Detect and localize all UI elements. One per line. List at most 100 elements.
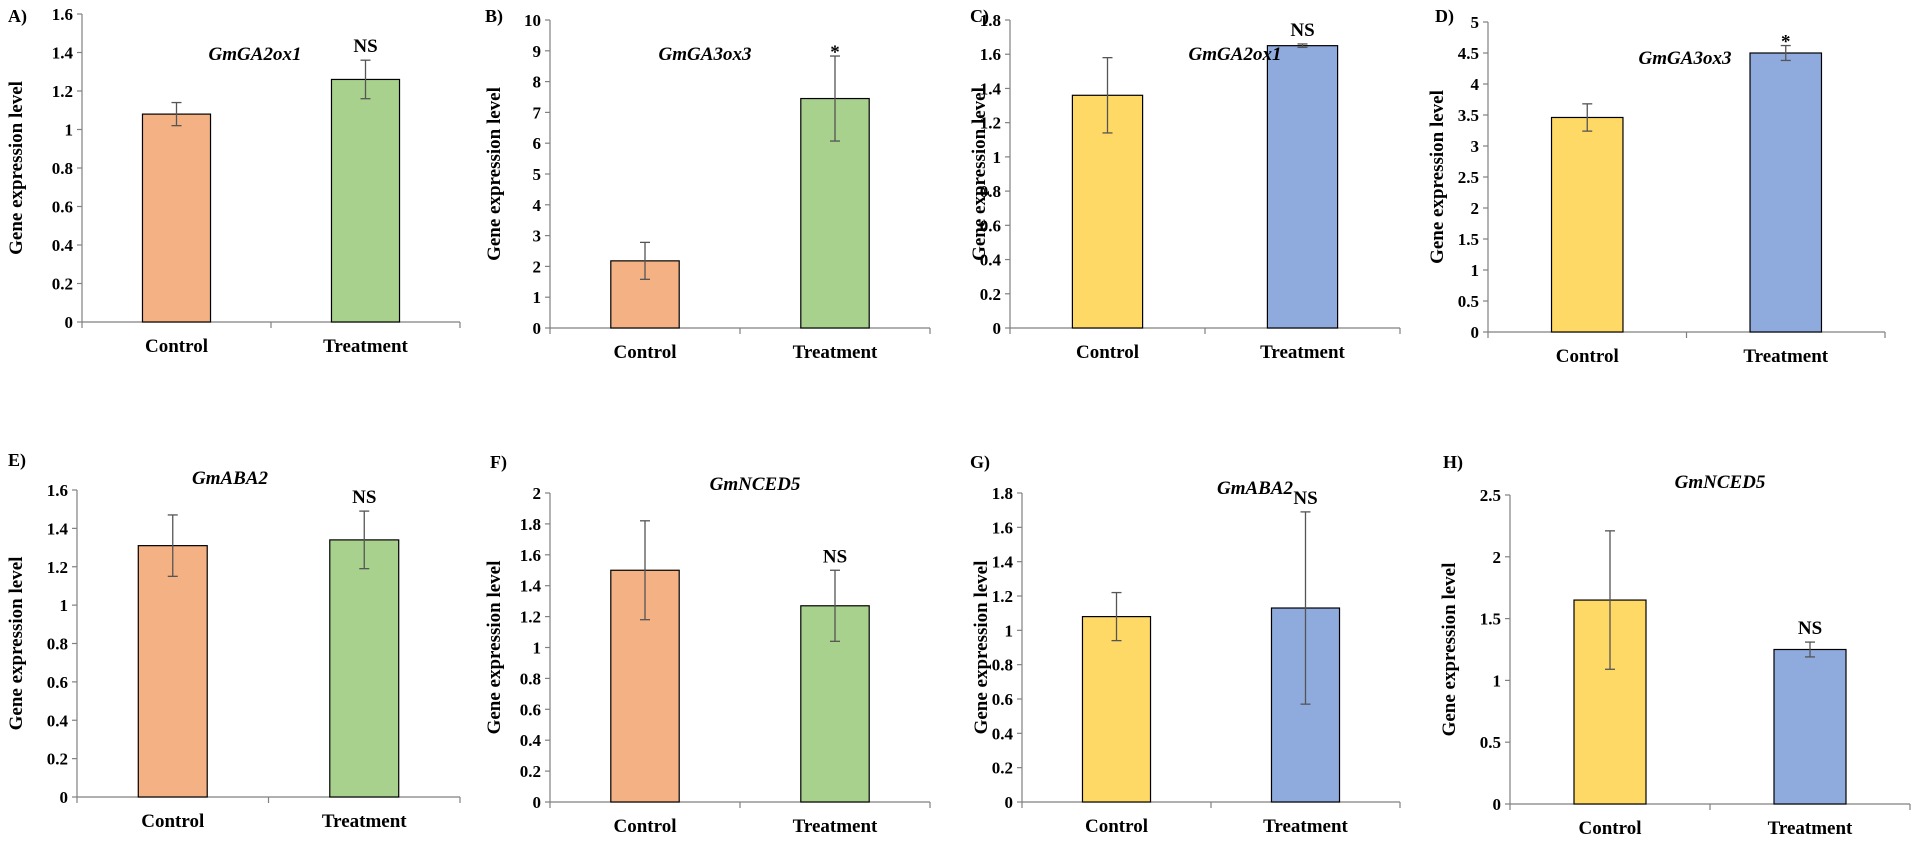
y-tick-label: 0: [60, 788, 69, 807]
panel-letter: H): [1443, 452, 1463, 473]
y-tick-label: 0.2: [980, 285, 1001, 304]
y-tick-label: 0: [1493, 795, 1502, 814]
y-tick-label: 0.6: [992, 690, 1013, 709]
y-tick-label: 2.5: [1458, 168, 1479, 187]
x-category-label: Control: [145, 336, 208, 357]
y-tick-label: 1: [65, 121, 74, 140]
y-tick-label: 0.5: [1480, 733, 1501, 752]
y-tick-label: 0.4: [992, 724, 1014, 743]
panel-letter: C): [970, 6, 989, 27]
y-tick-label: 0: [1005, 793, 1014, 812]
chart-title: GmABA2: [1217, 478, 1294, 499]
y-tick-label: 1.4: [992, 553, 1014, 572]
x-category-label: Treatment: [322, 811, 407, 832]
y-tick-label: 1.2: [520, 608, 541, 627]
y-tick-label: 6: [533, 134, 542, 153]
y-tick-label: 0.8: [992, 656, 1013, 675]
bar-treatment[interactable]: [329, 539, 400, 798]
y-tick-label: 1.8: [980, 11, 1001, 30]
y-tick-label: 0.2: [52, 275, 73, 294]
bar-control[interactable]: [1550, 116, 1624, 333]
y-tick-label: 9: [533, 42, 542, 61]
y-tick-label: 0.6: [520, 700, 541, 719]
y-tick-label: 1.6: [520, 546, 541, 565]
y-tick-label: 1.2: [47, 558, 68, 577]
x-category-label: Treatment: [1263, 816, 1348, 837]
y-tick-label: 1: [533, 639, 542, 658]
y-tick-label: 0.8: [47, 635, 68, 654]
significance-mark: NS: [352, 487, 376, 508]
panel-letter: D): [1435, 6, 1454, 27]
significance-mark: *: [830, 42, 840, 63]
y-axis-title: Gene expression level: [971, 561, 992, 735]
chart-title: GmGA2ox1: [1189, 44, 1282, 65]
y-axis-title: Gene expression level: [484, 87, 505, 261]
chart-title: GmABA2: [192, 468, 269, 489]
y-tick-label: 1: [993, 148, 1002, 167]
bar-control[interactable]: [137, 545, 208, 798]
chart-title: GmNCED5: [1675, 472, 1766, 493]
x-category-label: Control: [614, 342, 677, 363]
bar-treatment[interactable]: [1773, 648, 1847, 805]
y-tick-label: 1.4: [980, 79, 1002, 98]
bar-control[interactable]: [1071, 94, 1144, 329]
y-tick-label: 0.8: [980, 182, 1001, 201]
bar-control[interactable]: [141, 113, 212, 323]
y-tick-label: 1.2: [992, 587, 1013, 606]
y-axis-title: Gene expression level: [1439, 563, 1460, 737]
y-tick-label: 0: [65, 313, 74, 332]
y-tick-label: 1.5: [1458, 230, 1479, 249]
panel-letter: A): [8, 6, 27, 27]
x-category-label: Treatment: [1260, 342, 1345, 363]
y-tick-label: 0: [993, 319, 1002, 338]
y-tick-label: 1: [60, 596, 69, 615]
bar-control[interactable]: [1081, 615, 1152, 803]
x-category-label: Treatment: [1768, 818, 1853, 839]
y-tick-label: 3: [533, 227, 542, 246]
significance-mark: NS: [1798, 618, 1822, 639]
panel-letter: G): [970, 452, 990, 473]
y-tick-label: 1.8: [992, 484, 1013, 503]
x-category-label: Treatment: [793, 816, 878, 837]
x-category-label: Control: [1556, 346, 1619, 367]
y-tick-label: 0.8: [520, 669, 541, 688]
y-tick-label: 1.6: [992, 518, 1013, 537]
y-tick-label: 0.4: [52, 236, 74, 255]
y-tick-label: 1.4: [520, 577, 542, 596]
y-tick-label: 7: [533, 103, 542, 122]
significance-mark: NS: [353, 36, 377, 57]
y-tick-label: 4: [533, 196, 542, 215]
y-tick-label: 1.2: [52, 82, 73, 101]
bar-treatment[interactable]: [330, 78, 401, 323]
y-tick-label: 2: [533, 257, 542, 276]
panel-letter: B): [485, 6, 503, 27]
bar-treatment[interactable]: [1749, 52, 1823, 333]
y-tick-label: 5: [1471, 13, 1480, 32]
y-tick-label: 1: [1493, 671, 1502, 690]
x-category-label: Treatment: [323, 336, 408, 357]
y-tick-label: 1.6: [52, 5, 73, 24]
chart-title: GmGA3ox3: [1639, 48, 1732, 69]
y-tick-label: 10: [524, 11, 541, 30]
y-tick-label: 8: [533, 73, 542, 92]
y-tick-label: 2.5: [1480, 486, 1501, 505]
x-category-label: Control: [1085, 816, 1148, 837]
y-tick-label: 4.5: [1458, 44, 1479, 63]
bar-treatment[interactable]: [1266, 45, 1339, 329]
significance-mark: NS: [1293, 488, 1317, 509]
x-category-label: Control: [1076, 342, 1139, 363]
x-category-label: Treatment: [793, 342, 878, 363]
chart-title: GmGA3ox3: [659, 44, 752, 65]
y-axis-title: Gene expression level: [969, 87, 990, 261]
y-tick-label: 0.6: [47, 673, 68, 692]
x-category-label: Control: [1579, 818, 1642, 839]
x-category-label: Treatment: [1743, 346, 1828, 367]
x-category-label: Control: [141, 811, 204, 832]
y-tick-label: 3.5: [1458, 106, 1479, 125]
y-tick-label: 0.4: [47, 711, 69, 730]
y-tick-label: 1.4: [52, 44, 74, 63]
significance-mark: NS: [1290, 20, 1314, 41]
y-tick-label: 0.2: [992, 759, 1013, 778]
y-tick-label: 1: [1005, 621, 1014, 640]
